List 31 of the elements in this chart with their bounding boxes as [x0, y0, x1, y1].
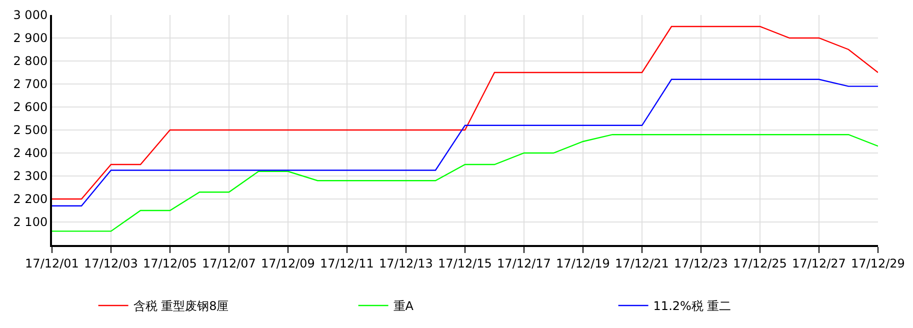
x-tick-label: 17/12/23	[674, 256, 728, 270]
y-tick-label: 3 000	[13, 8, 48, 22]
line-series	[52, 134, 878, 232]
legend-label: 含税 重型废钢8厘	[133, 299, 229, 314]
y-tick-label: 2 500	[13, 123, 48, 138]
x-tick-label: 17/12/25	[733, 256, 787, 270]
x-tick-label: 17/12/27	[792, 256, 846, 270]
y-tick-label: 2 200	[13, 192, 48, 206]
y-tick-label: 2 900	[13, 31, 48, 46]
x-tick-label: 17/12/05	[143, 256, 197, 270]
y-tick-label: 2 800	[13, 54, 48, 68]
x-tick-label: 17/12/01	[25, 256, 79, 270]
x-tick-label: 17/12/13	[379, 256, 433, 270]
y-tick-label: 2 700	[13, 77, 48, 92]
y-tick-label: 2 400	[13, 146, 48, 160]
x-tick-label: 17/12/17	[497, 256, 551, 270]
x-tick-label: 17/12/07	[202, 256, 256, 270]
legend-label: 11.2%税 重二	[653, 299, 732, 314]
x-tick-label: 17/12/29	[851, 256, 905, 270]
legend-label: 重A	[393, 299, 414, 314]
line-series	[52, 26, 878, 200]
x-tick-label: 17/12/11	[320, 256, 374, 270]
line-series	[52, 78, 878, 206]
x-tick-label: 17/12/19	[556, 256, 610, 270]
y-tick-label: 2 300	[13, 169, 48, 184]
y-tick-label: 2 600	[13, 100, 48, 114]
y-tick-label: 2 100	[13, 215, 48, 230]
x-tick-label: 17/12/15	[438, 256, 492, 270]
x-tick-label: 17/12/09	[261, 256, 315, 270]
x-tick-label: 17/12/21	[615, 256, 669, 270]
x-tick-label: 17/12/03	[84, 256, 138, 270]
